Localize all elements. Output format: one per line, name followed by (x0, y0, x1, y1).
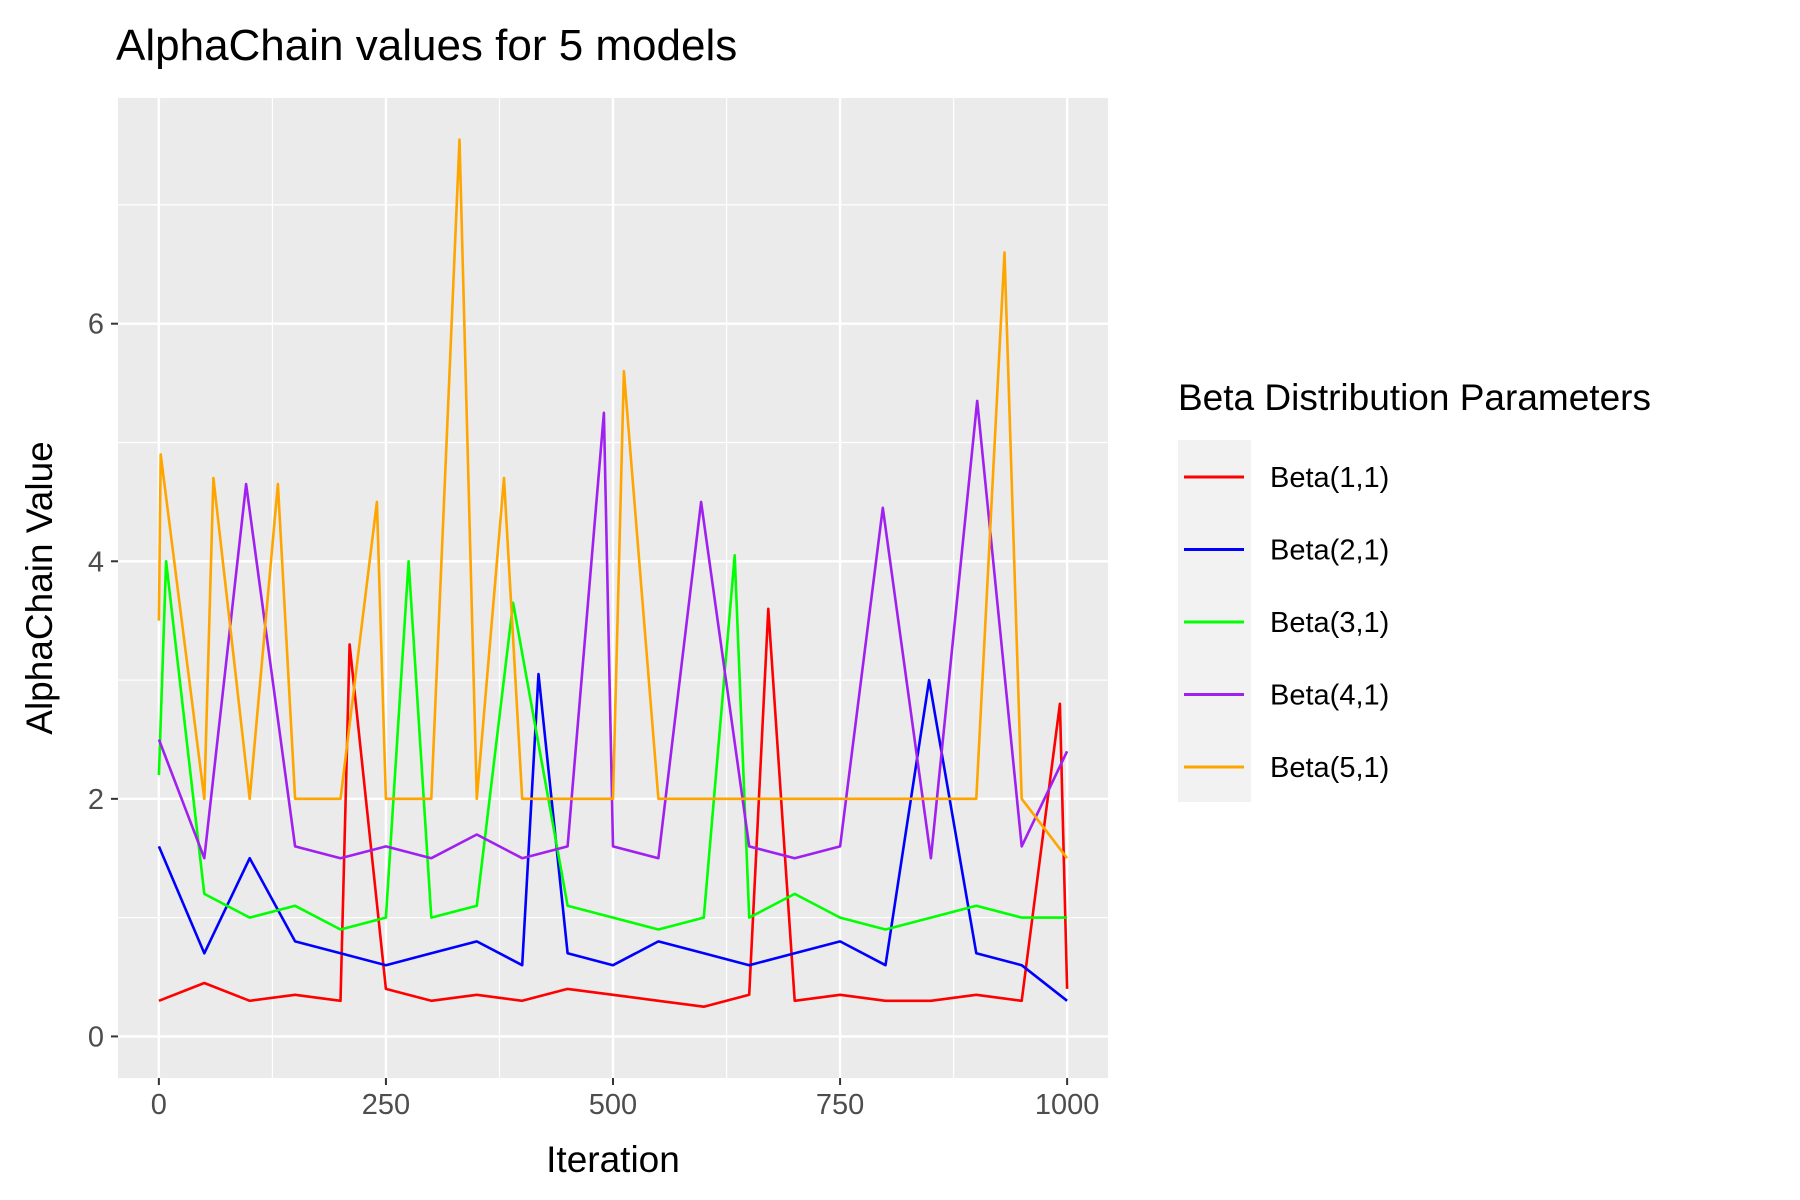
series-line-beta-3-1 (157, 553, 1068, 931)
chart-title: AlphaChain values for 5 models (116, 21, 737, 70)
x-axis-title: Iteration (546, 1139, 680, 1180)
legend: Beta Distribution Parameters Beta(1,1) Be… (1178, 377, 1651, 802)
series-line-beta-1-1 (158, 607, 1069, 1009)
x-tick-label: 500 (589, 1089, 637, 1121)
legend-label: Beta(3,1) (1270, 607, 1389, 639)
x-tick-label: 750 (816, 1089, 864, 1121)
series-line-beta-4-1 (157, 399, 1069, 860)
series-lines (157, 138, 1069, 1009)
y-axis-title: AlphaChain Value (19, 441, 60, 734)
legend-label: Beta(2,1) (1270, 535, 1389, 567)
series-line-beta-2-1 (157, 672, 1068, 1002)
legend-title: Beta Distribution Parameters (1178, 377, 1651, 418)
legend-label: Beta(5,1) (1270, 752, 1389, 784)
x-axis: 0 250 500 750 1000 (151, 1078, 1100, 1121)
x-tick-label: 250 (362, 1089, 410, 1121)
y-tick-label: 6 (88, 309, 104, 341)
x-tick-label: 1000 (1035, 1089, 1100, 1121)
y-tick-label: 0 (88, 1021, 104, 1053)
legend-label: Beta(1,1) (1270, 462, 1389, 494)
x-tick-label: 0 (151, 1089, 167, 1121)
series-line-beta-5-1 (157, 138, 1069, 859)
y-axis: 0 2 4 6 (88, 309, 118, 1053)
y-tick-label: 2 (88, 784, 104, 816)
legend-label: Beta(4,1) (1270, 680, 1389, 712)
y-tick-label: 4 (88, 546, 104, 578)
